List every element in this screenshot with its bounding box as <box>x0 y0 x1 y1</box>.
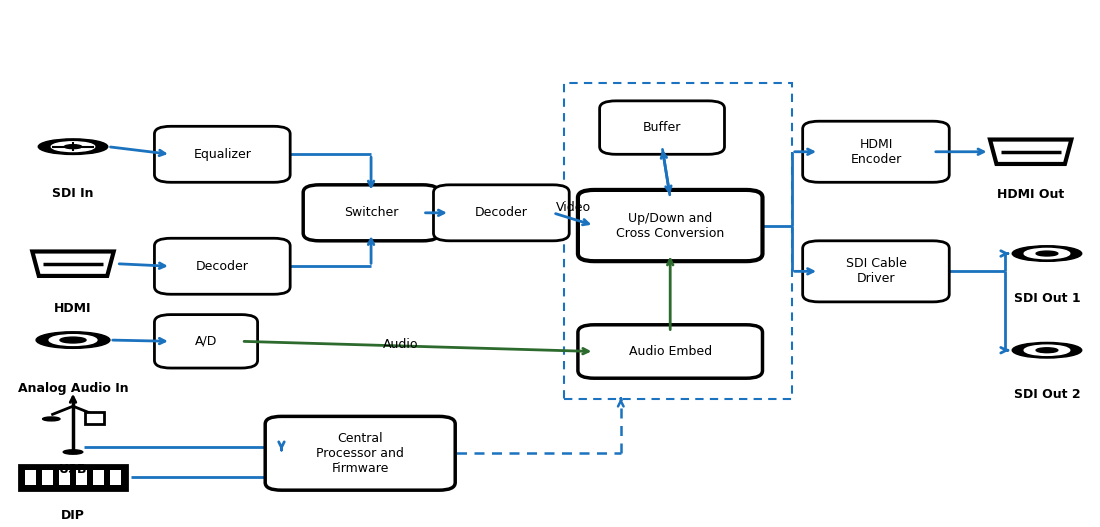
FancyBboxPatch shape <box>578 190 762 261</box>
Text: Buffer: Buffer <box>642 121 681 134</box>
Bar <box>25 470 36 485</box>
Bar <box>19 465 128 490</box>
FancyBboxPatch shape <box>304 185 439 241</box>
FancyBboxPatch shape <box>154 315 257 368</box>
Ellipse shape <box>64 145 81 149</box>
Text: DIP: DIP <box>62 509 85 522</box>
Ellipse shape <box>1036 348 1058 353</box>
Text: Decoder: Decoder <box>475 207 528 219</box>
FancyBboxPatch shape <box>265 416 455 490</box>
Text: Switcher: Switcher <box>344 207 398 219</box>
Text: Up/Down and
Cross Conversion: Up/Down and Cross Conversion <box>616 211 724 240</box>
Text: HDMI: HDMI <box>54 302 91 315</box>
Ellipse shape <box>1012 343 1081 358</box>
FancyBboxPatch shape <box>803 241 949 302</box>
Ellipse shape <box>50 335 97 345</box>
Text: SDI Out 2: SDI Out 2 <box>1014 388 1080 402</box>
Polygon shape <box>32 251 113 276</box>
Text: Audio: Audio <box>383 338 419 351</box>
Text: SDI In: SDI In <box>53 188 94 200</box>
FancyBboxPatch shape <box>578 325 762 378</box>
Bar <box>564 83 792 398</box>
Text: USB: USB <box>58 463 87 476</box>
Ellipse shape <box>1012 246 1081 261</box>
Text: HDMI
Encoder: HDMI Encoder <box>850 138 902 166</box>
Bar <box>59 470 70 485</box>
Ellipse shape <box>39 139 108 154</box>
Ellipse shape <box>1024 345 1070 355</box>
Ellipse shape <box>43 417 60 421</box>
Ellipse shape <box>60 337 86 343</box>
Text: A/D: A/D <box>195 335 217 348</box>
FancyBboxPatch shape <box>154 126 290 182</box>
Ellipse shape <box>52 142 95 152</box>
Text: Equalizer: Equalizer <box>194 148 251 161</box>
Text: Audio Embed: Audio Embed <box>628 345 712 358</box>
FancyBboxPatch shape <box>154 238 290 294</box>
FancyBboxPatch shape <box>433 185 569 241</box>
Polygon shape <box>990 140 1071 164</box>
Text: Decoder: Decoder <box>196 260 249 273</box>
Bar <box>94 470 104 485</box>
Bar <box>85 412 104 424</box>
FancyBboxPatch shape <box>600 101 725 154</box>
Text: Analog Audio In: Analog Audio In <box>18 382 129 395</box>
Bar <box>42 470 53 485</box>
Bar <box>76 470 87 485</box>
Ellipse shape <box>1036 251 1058 256</box>
Text: Video: Video <box>556 201 591 214</box>
Text: Central
Processor and
Firmware: Central Processor and Firmware <box>317 432 404 475</box>
Ellipse shape <box>1024 248 1070 259</box>
Bar <box>110 470 121 485</box>
FancyBboxPatch shape <box>803 121 949 182</box>
Text: SDI Out 1: SDI Out 1 <box>1014 292 1080 305</box>
Text: SDI Cable
Driver: SDI Cable Driver <box>846 257 906 285</box>
Ellipse shape <box>63 450 82 454</box>
Ellipse shape <box>36 332 110 348</box>
Text: HDMI Out: HDMI Out <box>997 188 1065 201</box>
